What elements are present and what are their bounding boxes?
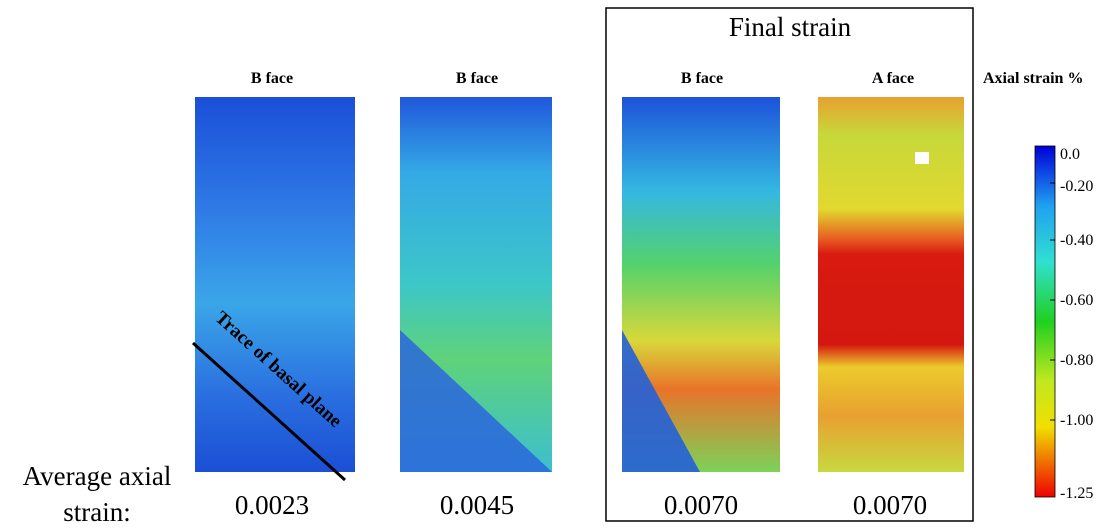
group-title: Final strain: [728, 12, 852, 42]
panel-label: B face: [455, 70, 499, 87]
average-value: 0.0023: [234, 490, 310, 520]
colorbar-tick-label: -1.00: [1060, 412, 1094, 429]
average-value: 0.0070: [852, 490, 928, 520]
row-label: Average axial strain:: [22, 461, 172, 527]
colorbar-tick-label: -0.80: [1060, 352, 1094, 369]
colorbar-tick-label: -0.20: [1060, 178, 1094, 195]
strain-map: [818, 97, 964, 472]
map-region: [622, 330, 700, 472]
colorbar: [1034, 145, 1056, 498]
colorbar-tick-label: -1.25: [1060, 485, 1094, 502]
basal-trace: [191, 341, 347, 482]
map-region: [400, 330, 552, 472]
average-value: 0.0070: [663, 490, 739, 520]
panel-label: A face: [871, 70, 915, 87]
colorbar-tick-label: -0.60: [1060, 292, 1094, 309]
colorbar-tick-label: 0.0: [1060, 146, 1080, 163]
group-box: [605, 7, 974, 522]
colorbar-ticks: [1050, 182, 1055, 421]
map-gap: [915, 152, 929, 164]
strain-map: [195, 97, 355, 472]
panel-label: B face: [680, 70, 724, 87]
average-value: 0.0045: [439, 490, 515, 520]
panel-label: B face: [250, 70, 294, 87]
colorbar-title: Axial strain %: [983, 70, 1084, 87]
colorbar-tick-label: -0.40: [1060, 232, 1094, 249]
